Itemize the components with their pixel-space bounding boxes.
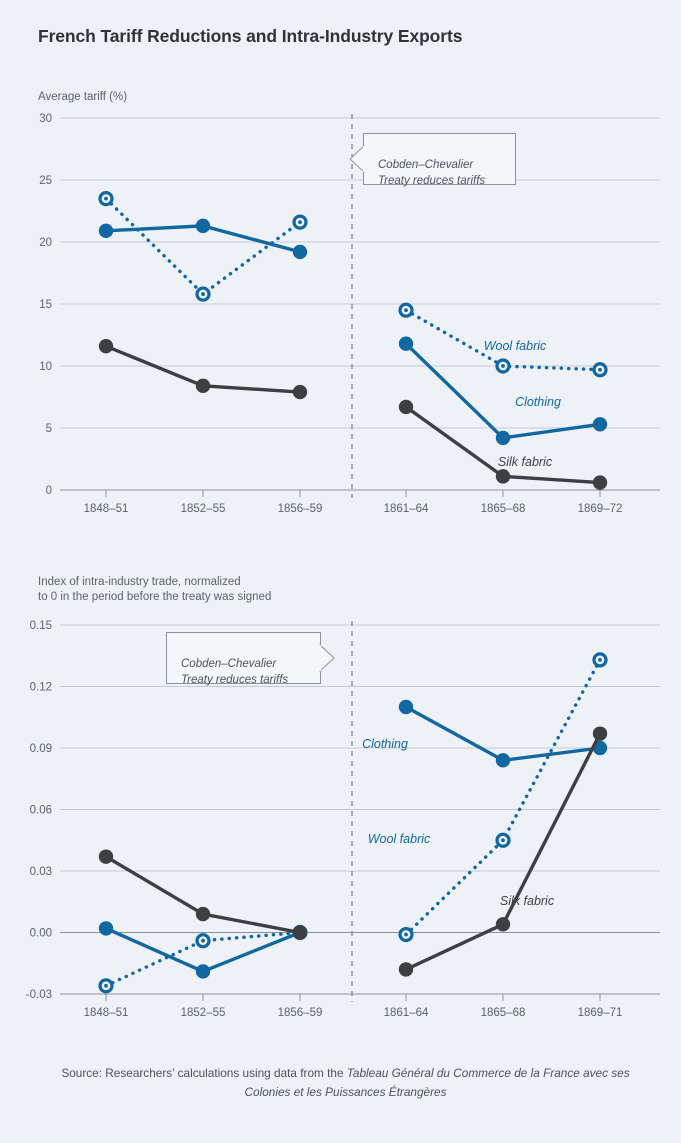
- data-point-marker: [98, 338, 114, 354]
- bottom-chart-plot: -0.03 0.00 0.03 0.06 0.09 0.12 0.15 1848–51 1852…: [26, 620, 660, 1019]
- y-axis-tick-label: 0.09: [30, 743, 52, 755]
- y-axis-tick-label: 0.03: [30, 866, 52, 878]
- series-label-silk-fabric: Silk fabric: [500, 894, 555, 908]
- y-axis-tick-label: 0: [46, 485, 52, 497]
- series-label-silk-fabric: Silk fabric: [498, 455, 553, 469]
- data-point-marker: [398, 399, 414, 415]
- data-point-marker: [592, 417, 608, 432]
- data-point-center: [298, 220, 302, 225]
- x-axis-tick-label: 1861–64: [384, 503, 429, 515]
- x-axis-tick-label: 1856–59: [278, 503, 323, 515]
- data-point-marker: [195, 218, 211, 234]
- data-point-marker: [98, 921, 114, 936]
- y-axis-tick-label: 10: [39, 361, 52, 373]
- treaty-callout-top-text: Cobden–Chevalier Treaty reduces tariffs: [378, 159, 486, 187]
- page-title: French Tariff Reductions and Intra-Indus…: [38, 26, 463, 46]
- x-axis-tick-label: 1852–55: [181, 1007, 226, 1019]
- source-italic: Tableau Général du Commerce de la France…: [244, 1066, 630, 1099]
- treaty-callout-bottom: Cobden–Chevalier Treaty reduces tariffs: [166, 632, 321, 686]
- top-chart-y-axis-caption: Average tariff (%): [38, 91, 128, 103]
- data-point-center: [598, 657, 602, 662]
- series-label-wool-fabric: Wool fabric: [484, 339, 547, 353]
- y-axis-tick-label: 0.15: [30, 620, 52, 632]
- x-axis-tick-label: 1852–55: [181, 503, 226, 515]
- y-axis-tick-label: 25: [39, 175, 52, 187]
- y-axis-tick-label: 15: [39, 299, 52, 311]
- data-point-marker: [592, 726, 608, 741]
- data-point-marker: [398, 336, 414, 351]
- y-axis-tick-label: 0.12: [30, 682, 52, 694]
- x-axis-tick-label: 1869–71: [578, 1007, 623, 1019]
- data-point-marker: [195, 964, 211, 979]
- data-point-center: [404, 308, 408, 313]
- y-axis-tick-label: 0.00: [30, 928, 52, 940]
- data-point-marker: [495, 469, 511, 484]
- y-axis-tick-label: 20: [39, 237, 52, 249]
- data-point-marker: [495, 430, 511, 446]
- data-point-center: [598, 367, 602, 372]
- series-line-wool-fabric: [104, 930, 302, 988]
- x-axis-tick-label: 1865–68: [481, 1007, 526, 1019]
- data-point-center: [104, 196, 108, 201]
- x-axis-tick-label: 1861–64: [384, 1007, 429, 1019]
- top-chart-plot: 0 5 10 15 20 25 30 1848–51 1852–55 1856–59 1861–64…: [39, 113, 660, 515]
- x-axis-tick-label: 1848–51: [84, 1007, 129, 1019]
- y-axis-tick-label: -0.03: [26, 989, 52, 1001]
- series-line-silk-fabric: [404, 731, 602, 972]
- x-axis-tick-label: 1865–68: [481, 503, 526, 515]
- series-line-clothing: [404, 705, 602, 762]
- treaty-callout-top-arrow: [349, 144, 365, 174]
- y-axis-tick-label: 30: [39, 113, 52, 125]
- data-point-marker: [398, 962, 414, 977]
- bottom-chart-y-axis-caption: Index of intra-industry trade, normalize…: [38, 576, 272, 603]
- data-point-center: [201, 938, 205, 943]
- data-point-marker: [592, 475, 608, 490]
- y-axis-tick-label: 0.06: [30, 805, 52, 817]
- source-note: Source: Researchers’ calculations using …: [40, 1064, 651, 1102]
- data-point-marker: [398, 699, 414, 715]
- data-point-center: [501, 838, 505, 843]
- series-line-clothing: [404, 341, 602, 440]
- data-point-marker: [495, 753, 511, 768]
- data-point-marker: [98, 849, 114, 864]
- x-axis-tick-label: 1848–51: [84, 503, 129, 515]
- data-point-marker: [292, 925, 308, 940]
- data-point-marker: [98, 223, 114, 239]
- data-point-marker: [195, 378, 211, 394]
- treaty-callout-top: Cobden–Chevalier Treaty reduces tariffs: [363, 133, 516, 187]
- data-point-center: [404, 932, 408, 937]
- data-point-marker: [495, 917, 511, 932]
- data-point-center: [104, 983, 108, 988]
- y-axis-tick-label: 5: [46, 423, 52, 435]
- x-axis-tick-label: 1869–72: [578, 503, 623, 515]
- treaty-callout-bottom-arrow: [319, 643, 335, 673]
- series-label-clothing: Clothing: [515, 395, 561, 409]
- treaty-callout-bottom-text: Cobden–Chevalier Treaty reduces tariffs: [181, 658, 289, 686]
- x-axis-tick-label: 1856–59: [278, 1007, 323, 1019]
- data-point-marker: [292, 384, 308, 400]
- data-point-center: [201, 292, 205, 296]
- data-point-marker: [292, 244, 308, 260]
- data-point-center: [501, 364, 505, 368]
- series-label-wool-fabric: Wool fabric: [368, 832, 431, 846]
- series-line-wool-fabric: [104, 196, 302, 296]
- series-label-clothing: Clothing: [362, 737, 408, 751]
- data-point-marker: [195, 906, 211, 922]
- source-prefix: Source: Researchers’ calculations using …: [61, 1066, 347, 1080]
- series-line-wool-fabric: [404, 658, 602, 937]
